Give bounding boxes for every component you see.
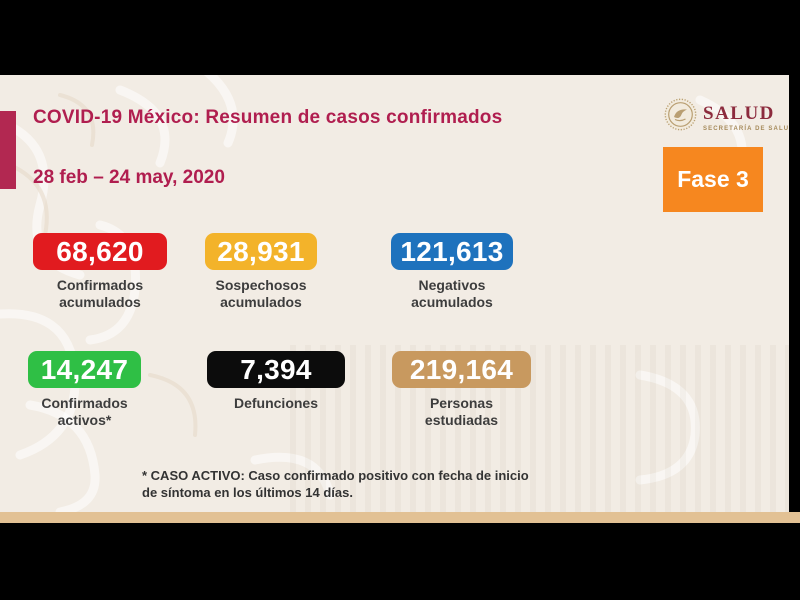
footnote: * CASO ACTIVO: Caso confirmado positivo … [142, 468, 529, 500]
stat-value-pill: 28,931 [205, 233, 317, 270]
stat-card-confirmados-acumulados: 68,620 Confirmados acumulados [33, 233, 167, 311]
stat-card-confirmados-activos: 14,247 Confirmados activos* [28, 351, 141, 429]
stat-card-defunciones: 7,394 Defunciones [207, 351, 345, 412]
stat-label: Personas estudiadas [424, 395, 499, 429]
stat-card-negativos-acumulados: 121,613 Negativos acumulados [391, 233, 513, 311]
page-title: COVID-19 México: Resumen de casos confir… [33, 107, 503, 128]
stat-label: Defunciones [233, 395, 318, 411]
content-area: COVID-19 México: Resumen de casos confir… [0, 75, 789, 512]
salud-logo: SALUD SECRETARÍA DE SALUD [664, 98, 789, 132]
stat-label: Confirmados acumulados [56, 277, 144, 311]
stat-label: Sospechosos acumulados [215, 277, 307, 311]
stat-label: Confirmados activos* [41, 395, 128, 429]
stat-value-pill: 14,247 [28, 351, 141, 388]
stat-value-pill: 68,620 [33, 233, 167, 270]
stat-card-sospechosos-acumulados: 28,931 Sospechosos acumulados [205, 233, 317, 311]
stat-label: Negativos acumulados [411, 277, 493, 311]
logo-subtitle: SECRETARÍA DE SALUD [703, 126, 789, 132]
eagle-seal-icon [664, 98, 697, 131]
phase-badge: Fase 3 [663, 147, 763, 212]
left-accent-bar [0, 111, 16, 189]
logo-title: SALUD [703, 103, 775, 124]
date-range: 28 feb – 24 may, 2020 [33, 167, 225, 188]
stat-value-pill: 219,164 [392, 351, 531, 388]
stat-value-pill: 7,394 [207, 351, 345, 388]
logo-text-block: SALUD SECRETARÍA DE SALUD [703, 98, 789, 132]
stat-card-personas-estudiadas: 219,164 Personas estudiadas [392, 351, 531, 429]
tan-strip [0, 512, 800, 523]
stat-value-pill: 121,613 [391, 233, 513, 270]
